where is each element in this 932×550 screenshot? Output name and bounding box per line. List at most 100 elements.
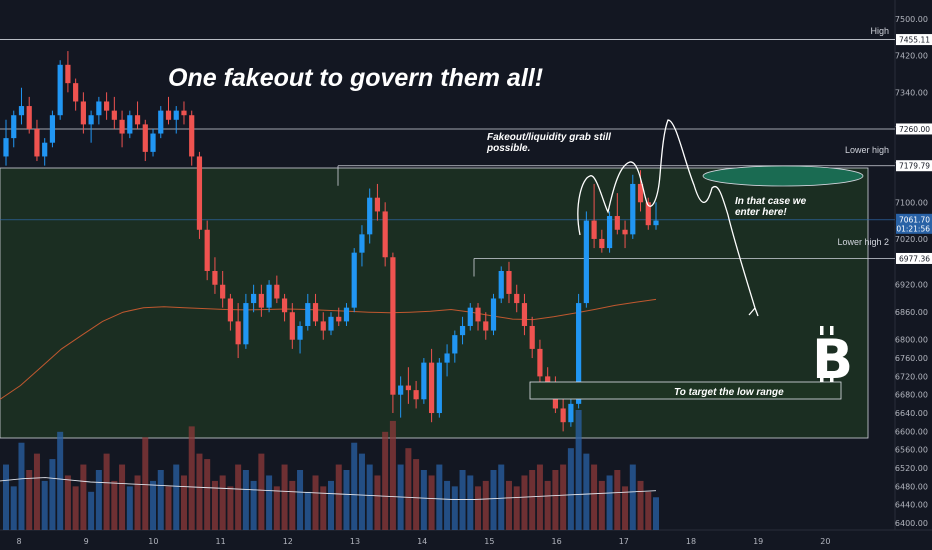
price-tick-7500: 7500.00 (895, 15, 928, 24)
volume-bar-21 (165, 486, 172, 530)
entry-ellipse[interactable] (702, 165, 864, 187)
candle-body-44 (343, 307, 350, 322)
time-tick-16: 16 (552, 537, 562, 546)
volume-bar-81 (629, 464, 636, 530)
candle-body-62 (483, 321, 489, 331)
volume-bar-18 (142, 437, 149, 530)
candle-body-64 (498, 271, 504, 299)
candle-body-76 (591, 220, 597, 239)
price-tag-1: 7260.00 (899, 125, 930, 134)
volume-bar-73 (567, 448, 574, 530)
volume-bar-62 (482, 480, 489, 530)
price-tick-6600: 6600.00 (895, 427, 928, 436)
candle-body-50 (390, 257, 396, 395)
candle-body-68 (529, 325, 535, 349)
candle-body-61 (475, 307, 481, 322)
volume-bar-5 (41, 480, 48, 530)
price-tag-4: 6977.36 (899, 254, 930, 263)
candle-body-83 (645, 202, 651, 226)
candle-body-22 (173, 110, 179, 120)
volume-bar-3 (26, 470, 33, 530)
volume-bar-71 (552, 470, 559, 530)
candle-body-1 (11, 115, 17, 139)
candle-body-70 (545, 376, 551, 386)
price-axis[interactable] (895, 0, 932, 550)
candle-body-69 (537, 348, 543, 377)
volume-bar-46 (358, 453, 365, 530)
candle-body-63 (490, 298, 497, 331)
price-tick-7100: 7100.00 (895, 198, 928, 207)
volume-bar-55 (428, 475, 435, 530)
candle-body-51 (398, 385, 404, 395)
annotation-entry: In that case we enter here! (735, 196, 809, 218)
candle-body-41 (320, 321, 326, 331)
volume-bar-65 (505, 480, 512, 530)
volume-bar-31 (242, 470, 249, 530)
candle-body-35 (274, 284, 280, 299)
time-axis-labels: 8 9 10 11 12 13 14 15 16 17 18 19 20 (16, 537, 830, 546)
candle-body-57 (444, 353, 450, 363)
price-tick-7340: 7340.00 (895, 88, 928, 97)
volume-bar-80 (622, 486, 629, 530)
moving-averages (0, 298, 657, 500)
candle-body-15 (119, 119, 125, 134)
candle-body-79 (614, 216, 620, 230)
volume-bar-77 (598, 480, 605, 530)
time-tick-15: 15 (484, 537, 494, 546)
candle-body-37 (289, 312, 295, 340)
volume-bar-60 (467, 475, 474, 530)
time-tick-13: 13 (350, 537, 360, 546)
price-tag-2: 7179.79 (899, 162, 930, 171)
volume-bar-29 (227, 486, 234, 530)
volume-bar-4 (33, 453, 40, 530)
projection-path (577, 119, 759, 317)
volume-bar-59 (459, 470, 466, 530)
price-tick-6800: 6800.00 (895, 336, 928, 345)
candle-body-40 (312, 303, 319, 322)
volume-bar-76 (591, 464, 598, 530)
volume-bar-25 (196, 453, 203, 530)
volume-bar-78 (606, 475, 613, 530)
volume-moving-average-line (0, 477, 657, 500)
candle-body-28 (220, 284, 226, 299)
candle-body-56 (436, 362, 442, 414)
price-tag-bg-4 (896, 252, 932, 264)
candle-body-48 (374, 197, 381, 212)
volume-bar-28 (219, 475, 226, 530)
candle-body-38 (297, 325, 303, 340)
price-tick-6760: 6760.00 (895, 354, 928, 363)
volume-bar-14 (111, 480, 118, 530)
candle-body-72 (560, 408, 566, 423)
candle-body-17 (134, 115, 141, 125)
candle-body-77 (599, 238, 605, 249)
level-label-lower-high: Lower high (845, 145, 889, 155)
candle-body-18 (142, 124, 148, 152)
volume-bar-24 (188, 426, 195, 530)
target-box[interactable] (529, 381, 842, 400)
time-tick-20: 20 (820, 537, 830, 546)
candle-body-24 (189, 115, 195, 157)
time-tick-10: 10 (148, 537, 158, 546)
price-tick-6640: 6640.00 (895, 409, 928, 418)
volume-bar-20 (157, 470, 164, 530)
candle-body-58 (452, 335, 458, 354)
candle-body-12 (96, 101, 102, 116)
price-tick-6440: 6440.00 (895, 501, 928, 510)
time-tick-12: 12 (283, 537, 293, 546)
volume-bar-17 (134, 475, 141, 530)
price-tick-6400: 6400.00 (895, 519, 928, 528)
volume-bar-52 (405, 448, 412, 530)
price-tick-6520: 6520.00 (895, 464, 928, 473)
price-tick-7020: 7020.00 (895, 235, 928, 244)
volume-bar-43 (335, 464, 342, 530)
candle-body-9 (73, 83, 79, 102)
volume-bar-61 (475, 486, 482, 530)
level-lines[interactable] (0, 39, 895, 277)
price-tick-6860: 6860.00 (895, 308, 928, 317)
time-tick-9: 9 (84, 537, 89, 546)
candle-body-42 (328, 316, 334, 331)
volume-bar-13 (103, 453, 110, 530)
annotation-target: To target the low range (674, 387, 784, 398)
candle-body-66 (514, 293, 520, 304)
